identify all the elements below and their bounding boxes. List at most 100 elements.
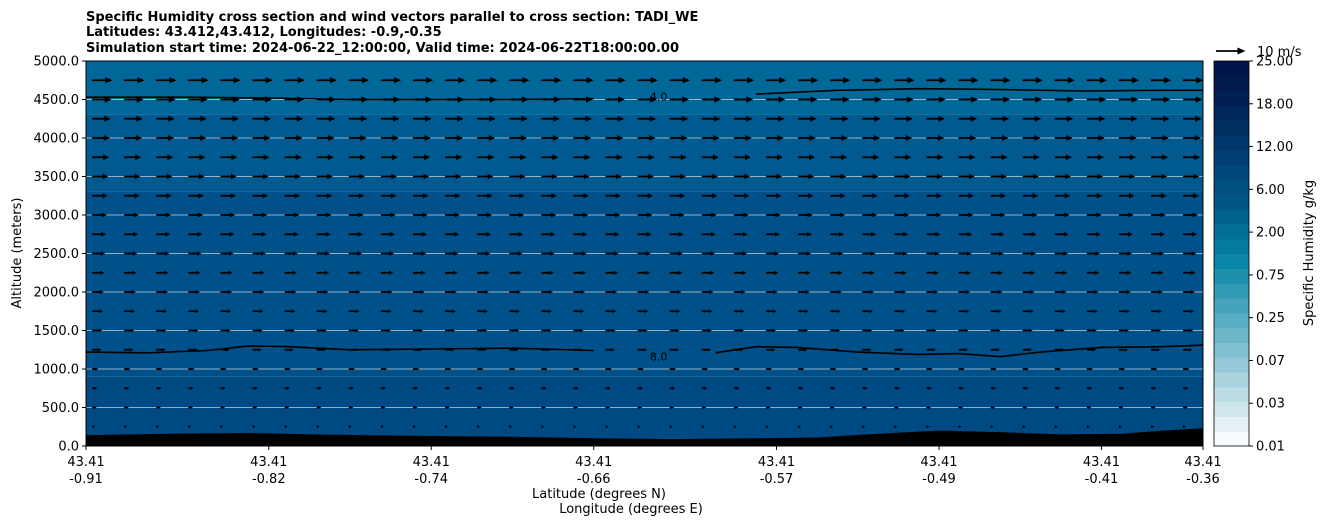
wind-vector-head [811,77,819,84]
wind-vector-head [740,328,744,333]
wind-vector [605,309,617,314]
wind-vector [188,386,194,390]
wind-vector-head [870,251,876,256]
wind-vector [252,115,272,122]
wind-vector-head [316,425,320,429]
x-tick-label-latitude: 43.41 [1184,455,1221,470]
x-axis-label-latitude: Latitude (degrees N) [532,487,666,502]
wind-vector-head [414,406,418,409]
wind-vector-head [1186,367,1190,371]
wind-vector-head [1062,270,1068,275]
wind-vector [252,173,269,180]
wind-vector-head [906,115,913,122]
wind-vector-head [647,212,653,218]
wind-vector-head [262,193,269,199]
wind-vector-head [774,251,780,256]
wind-vector [1118,367,1126,371]
wind-vector [1151,328,1162,333]
wind-vector-head [1162,134,1169,142]
wind-vector-head [934,251,940,256]
wind-vector [862,290,874,294]
wind-vector [1151,193,1167,199]
wind-vector-head [766,425,770,429]
wind-vector [445,251,459,256]
wind-vector-head [325,251,330,256]
wind-vector-head [607,386,611,390]
wind-vector-head [873,134,881,142]
wind-vector [573,290,586,294]
wind-vector-head [296,115,304,122]
wind-vector-head [680,154,687,161]
wind-vector-head [874,115,881,122]
wind-vector-head [1063,251,1068,256]
wind-vector-head [1191,270,1196,275]
wind-vector-head [1097,173,1104,180]
wind-vector [284,270,298,275]
wind-vector [1151,290,1163,294]
wind-vector [124,212,139,218]
wind-vector [1054,212,1070,218]
wind-vector [733,251,748,256]
wind-vector [733,406,739,409]
wind-vector-head [164,270,169,275]
wind-vector [1086,309,1098,314]
wind-vector-head [1003,96,1010,103]
wind-vector [733,386,740,390]
wind-vector [188,231,203,237]
wind-vector-head [742,251,748,256]
wind-vector [380,193,397,199]
wind-vector [765,212,781,218]
wind-vector-head [261,251,266,256]
wind-vector-head [452,290,457,294]
wind-vector-head [356,290,361,294]
wind-vector-head [964,348,968,352]
wind-vector-head [93,406,97,409]
wind-vector-head [1033,154,1040,161]
wind-vector-head [832,386,836,390]
wind-vector-head [263,154,270,161]
wind-vector [605,406,611,409]
wind-vector [188,406,194,409]
wind-vector [958,154,976,161]
wind-vector [926,290,939,294]
wind-vector-head [167,134,175,142]
wind-vector-head [552,134,560,142]
wind-vector [509,154,527,161]
wind-vector-head [779,77,787,84]
wind-vector [1151,348,1161,352]
wind-vector-head [351,386,355,390]
wind-vector [445,77,466,84]
x-tick-label-latitude: 43.41 [920,455,957,470]
wind-vector-head [900,328,905,333]
wind-vector-head [131,309,136,314]
wind-vector-head [1160,212,1166,218]
wind-vector-head [970,115,978,122]
wind-vector-head [222,406,226,409]
wind-vector [894,173,911,180]
colorbar-tick-label: 6.00 [1256,183,1285,198]
wind-vector-head [423,173,430,180]
wind-vector-head [1061,328,1065,333]
wind-vector [926,193,942,199]
wind-vector [252,77,273,84]
wind-vector [894,231,909,237]
wind-vector [252,348,262,352]
wind-vector [1054,328,1065,333]
wind-vector-head [616,154,623,161]
wind-vector [830,367,837,371]
wind-vector-head [744,173,751,180]
wind-vector [445,193,461,199]
wind-vector [1086,134,1105,142]
wind-vector-head [840,193,846,199]
wind-vector [733,231,748,237]
wind-vector-head [135,134,143,142]
wind-vector-head [1160,231,1165,237]
wind-vector-head [800,386,804,390]
wind-vector [284,328,295,333]
wind-vector-head [809,134,816,142]
x-tick-label-longitude: -0.74 [414,472,448,487]
wind-vector-head [933,309,938,314]
wind-vector [220,134,239,142]
wind-vector [669,386,676,390]
wind-vector-head [1095,251,1101,256]
